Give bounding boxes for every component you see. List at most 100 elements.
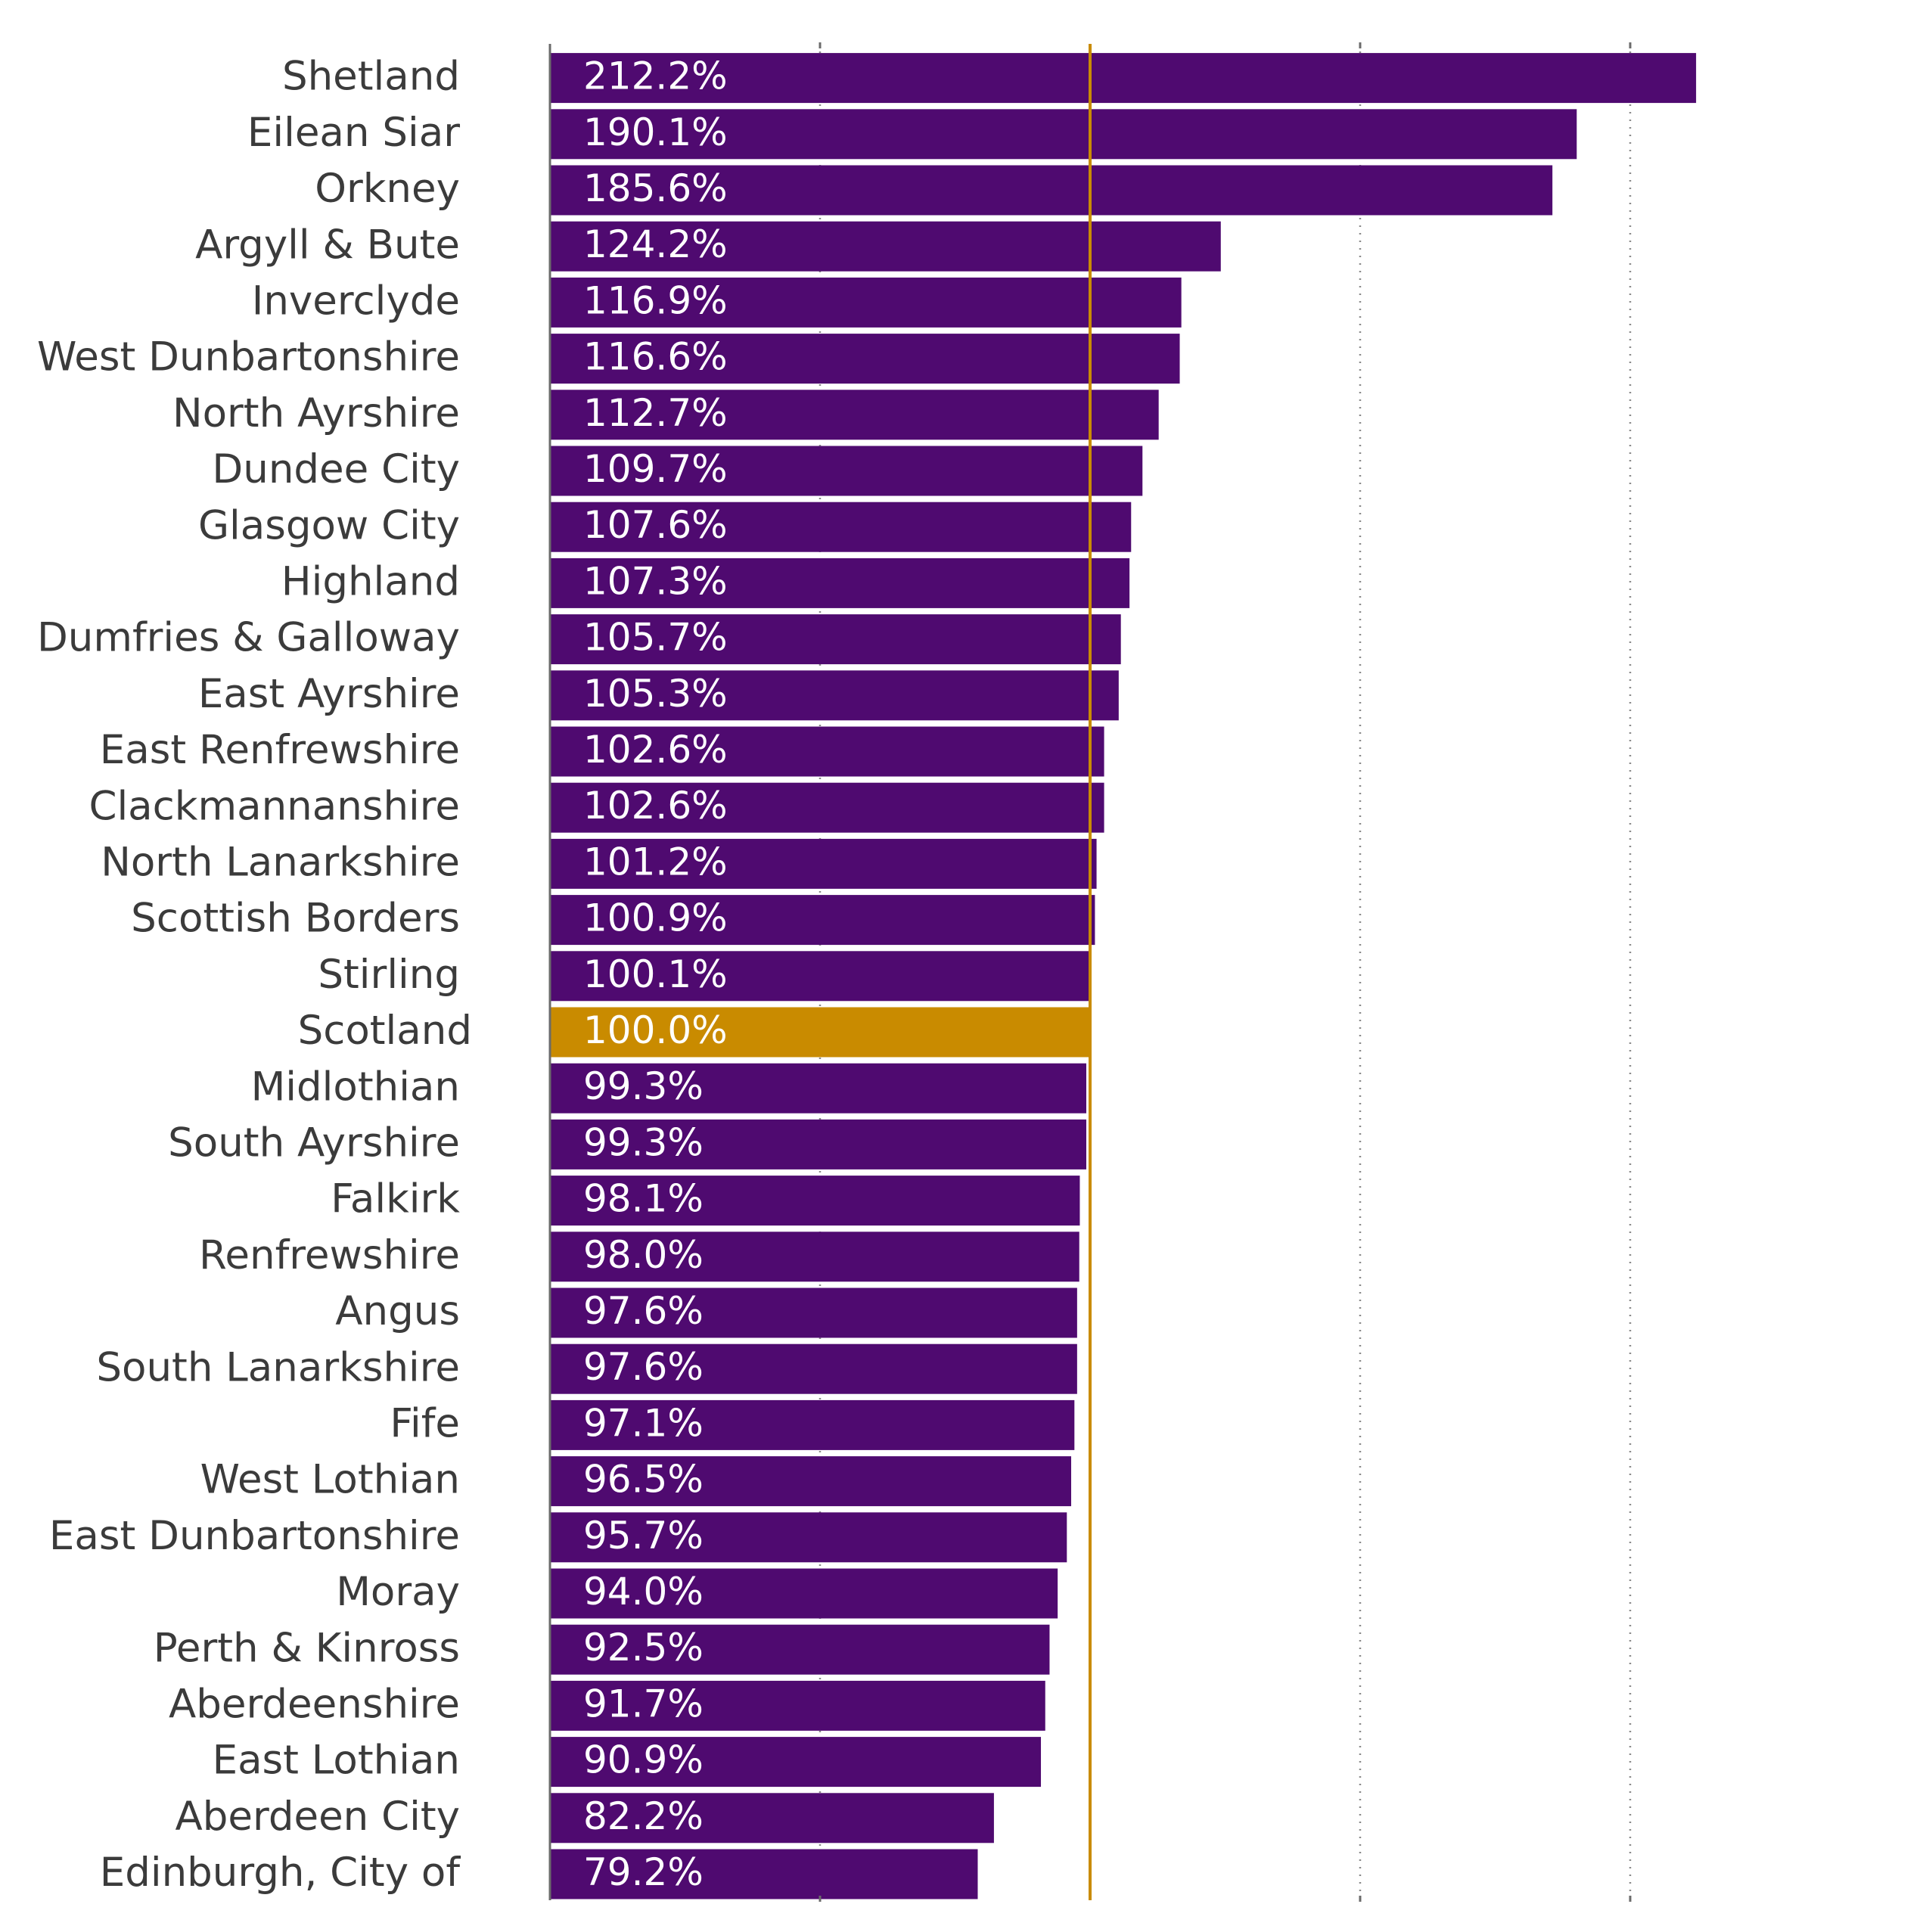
value-label: 92.5% xyxy=(583,1626,704,1670)
bars xyxy=(550,53,1697,1899)
value-label: 97.6% xyxy=(583,1289,704,1333)
value-label: 99.3% xyxy=(583,1120,704,1164)
category-label: Inverclyde xyxy=(252,278,460,325)
category-label: Moray xyxy=(336,1569,460,1615)
value-label: 116.6% xyxy=(583,335,728,379)
value-label: 185.6% xyxy=(583,166,728,210)
value-label: 190.1% xyxy=(583,110,728,154)
value-label: 101.2% xyxy=(583,840,728,884)
bar xyxy=(550,1793,994,1843)
value-label: 91.7% xyxy=(583,1682,704,1725)
category-label: Midlothian xyxy=(251,1064,460,1110)
category-label: Argyll & Bute xyxy=(195,222,460,268)
category-label: Dundee City xyxy=(212,446,460,492)
value-label: 212.2% xyxy=(583,54,728,98)
category-label: Orkney xyxy=(315,166,460,212)
category-label: Glasgow City xyxy=(198,502,460,548)
category-label: West Lothian xyxy=(200,1457,460,1503)
category-label: Scotland xyxy=(298,1008,472,1054)
bar xyxy=(550,614,1121,665)
bar xyxy=(550,334,1180,384)
bar xyxy=(550,1063,1087,1114)
category-label: Aberdeen City xyxy=(175,1794,460,1840)
bar xyxy=(550,1232,1079,1282)
value-label: 102.6% xyxy=(583,784,728,828)
value-label: 116.9% xyxy=(583,278,728,322)
category-label: Dumfries & Galloway xyxy=(37,615,460,661)
bar xyxy=(550,670,1119,721)
category-label: North Lanarkshire xyxy=(101,840,460,886)
category-label: Stirling xyxy=(318,952,460,998)
category-label: Shetland xyxy=(282,54,460,100)
category-label: Edinburgh, City of xyxy=(100,1850,461,1896)
value-label: 98.1% xyxy=(583,1177,704,1221)
bar xyxy=(550,1624,1050,1675)
bar xyxy=(550,277,1182,328)
bar xyxy=(550,109,1577,160)
value-label: 95.7% xyxy=(583,1514,704,1558)
category-label: Highland xyxy=(281,559,460,605)
bar xyxy=(550,782,1104,833)
bar xyxy=(550,838,1097,889)
category-label: East Renfrewshire xyxy=(100,727,460,773)
value-label: 100.0% xyxy=(583,1008,728,1052)
category-labels: Shetland Eilean Siar Orkney Argyll & Bute In… xyxy=(37,54,472,1896)
bar xyxy=(550,558,1130,608)
bar xyxy=(550,1737,1042,1788)
category-label: East Dunbartonshire xyxy=(49,1513,460,1559)
bar xyxy=(550,1287,1077,1338)
value-label: 100.1% xyxy=(583,952,728,996)
bar xyxy=(550,165,1553,216)
value-label: 102.6% xyxy=(583,728,728,772)
bar xyxy=(550,502,1132,552)
bar xyxy=(550,446,1143,496)
value-labels: 212.2% 190.1% 185.6% 124.2% 116.9% 116.6% 112.… xyxy=(583,54,728,1894)
value-label: 100.9% xyxy=(583,896,728,940)
category-label: Fife xyxy=(390,1401,460,1447)
bar xyxy=(550,1568,1058,1619)
value-label: 90.9% xyxy=(583,1738,704,1782)
value-label: 97.1% xyxy=(583,1401,704,1445)
bar xyxy=(550,221,1221,272)
bar xyxy=(550,1512,1067,1563)
bar xyxy=(550,1849,978,1899)
bar xyxy=(550,390,1159,440)
bar xyxy=(550,951,1091,1002)
bar xyxy=(550,53,1697,104)
value-label: 109.7% xyxy=(583,447,728,491)
category-label: Perth & Kinross xyxy=(154,1625,460,1671)
bar xyxy=(550,895,1095,946)
value-label: 99.3% xyxy=(583,1064,704,1108)
category-label: Scottish Borders xyxy=(131,896,460,942)
value-label: 82.2% xyxy=(583,1794,704,1838)
category-label: Aberdeenshire xyxy=(169,1682,460,1728)
category-label: West Dunbartonshire xyxy=(37,334,460,380)
bar xyxy=(550,1343,1077,1394)
bar xyxy=(550,726,1104,777)
category-label: South Ayrshire xyxy=(168,1120,460,1166)
category-label: Eilean Siar xyxy=(247,110,460,156)
value-label: 96.5% xyxy=(583,1458,704,1502)
value-label: 94.0% xyxy=(583,1570,704,1614)
category-label: Falkirk xyxy=(331,1176,460,1222)
value-label: 107.6% xyxy=(583,503,728,547)
value-label: 105.3% xyxy=(583,672,728,716)
bar xyxy=(550,1680,1045,1731)
value-label: 98.0% xyxy=(583,1233,704,1277)
value-label: 79.2% xyxy=(583,1850,704,1894)
bar xyxy=(550,1456,1072,1507)
category-label: South Lanarkshire xyxy=(96,1344,460,1390)
category-label: North Ayrshire xyxy=(172,390,460,436)
category-label: East Lothian xyxy=(213,1738,460,1784)
value-label: 107.3% xyxy=(583,559,728,603)
value-label: 97.6% xyxy=(583,1345,704,1389)
bar xyxy=(550,1007,1090,1058)
value-label: 124.2% xyxy=(583,222,728,266)
bar xyxy=(550,1119,1087,1169)
value-label: 112.7% xyxy=(583,391,728,435)
bar xyxy=(550,1399,1075,1450)
bar xyxy=(550,1176,1080,1226)
category-label: Clackmannanshire xyxy=(89,783,460,829)
